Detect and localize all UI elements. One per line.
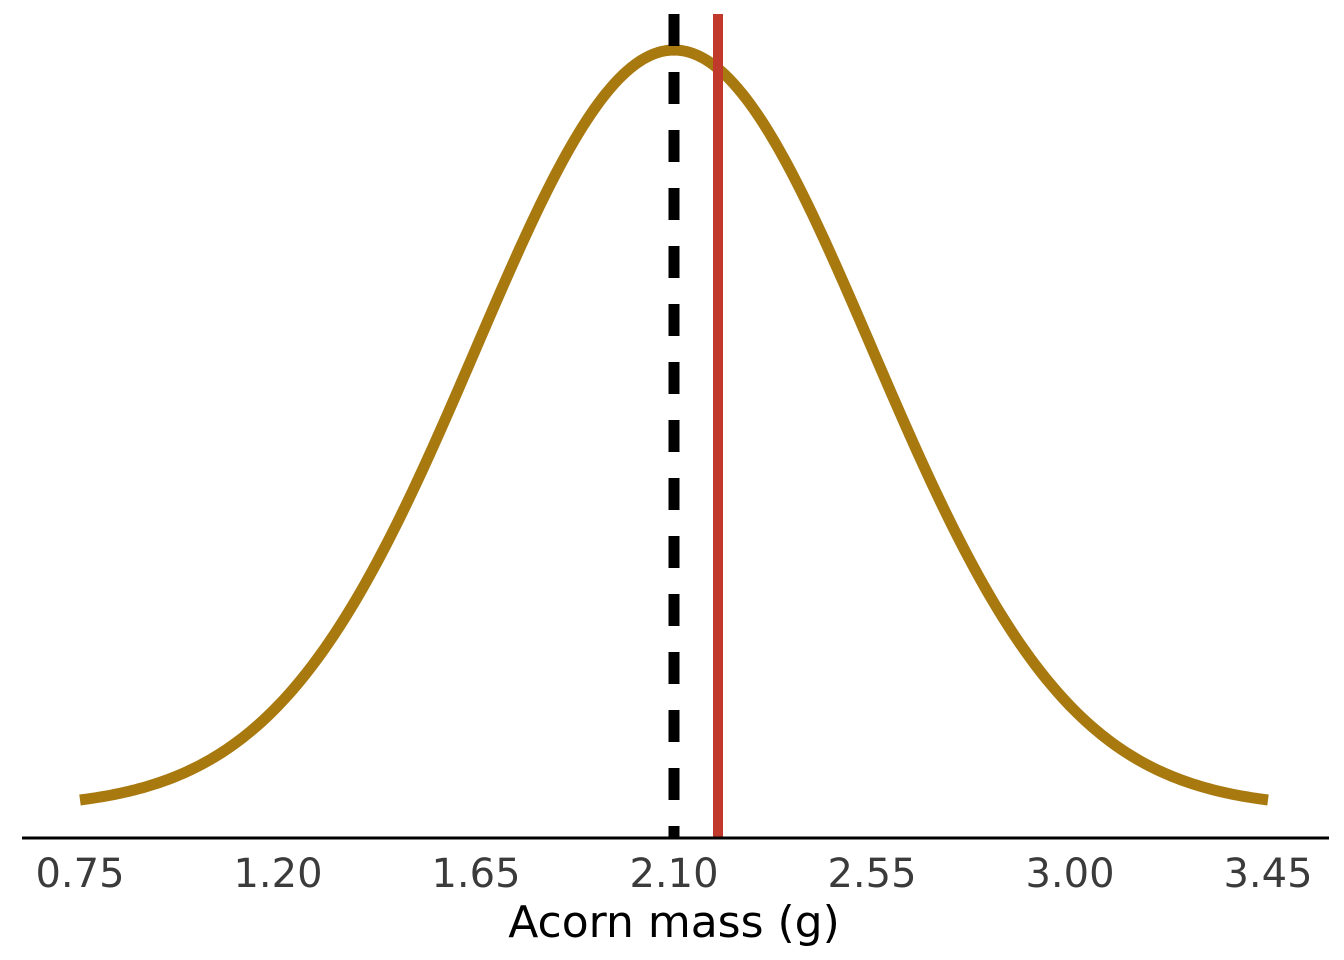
x-tick-label: 1.20 bbox=[233, 851, 322, 897]
x-axis-ticks: 0.75 1.20 1.65 2.10 2.55 3.00 3.45 bbox=[35, 851, 1312, 897]
x-tick-label: 2.10 bbox=[629, 851, 718, 897]
x-tick-label: 0.75 bbox=[35, 851, 124, 897]
density-curve bbox=[78, 44, 1270, 806]
x-axis-title: Acorn mass (g) bbox=[508, 897, 840, 948]
x-tick-label: 2.55 bbox=[827, 851, 916, 897]
x-tick-label: 3.00 bbox=[1025, 851, 1114, 897]
x-tick-label: 1.65 bbox=[431, 851, 520, 897]
plot-area bbox=[78, 14, 1270, 838]
x-tick-label: 3.45 bbox=[1223, 851, 1312, 897]
